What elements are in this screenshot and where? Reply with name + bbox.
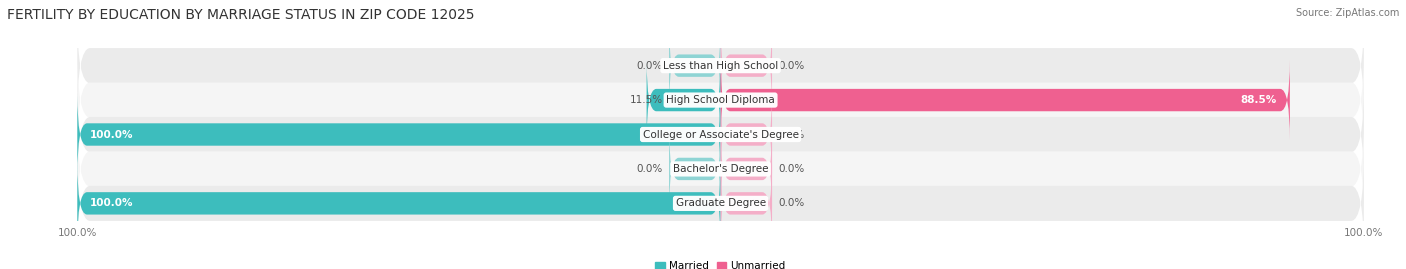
FancyBboxPatch shape xyxy=(77,14,1364,117)
FancyBboxPatch shape xyxy=(721,94,772,175)
Text: 11.5%: 11.5% xyxy=(630,95,662,105)
Text: 88.5%: 88.5% xyxy=(1240,95,1277,105)
Text: 0.0%: 0.0% xyxy=(637,61,662,71)
FancyBboxPatch shape xyxy=(647,60,721,140)
Text: 0.0%: 0.0% xyxy=(779,164,804,174)
FancyBboxPatch shape xyxy=(77,152,1364,255)
Text: Less than High School: Less than High School xyxy=(664,61,778,71)
Legend: Married, Unmarried: Married, Unmarried xyxy=(651,257,790,269)
FancyBboxPatch shape xyxy=(77,49,1364,151)
Text: Graduate Degree: Graduate Degree xyxy=(675,198,766,208)
FancyBboxPatch shape xyxy=(721,25,772,106)
FancyBboxPatch shape xyxy=(669,25,721,106)
Text: Bachelor's Degree: Bachelor's Degree xyxy=(673,164,768,174)
Text: 100.0%: 100.0% xyxy=(90,198,134,208)
FancyBboxPatch shape xyxy=(77,94,721,175)
Text: High School Diploma: High School Diploma xyxy=(666,95,775,105)
Text: College or Associate's Degree: College or Associate's Degree xyxy=(643,129,799,140)
FancyBboxPatch shape xyxy=(721,60,1289,140)
Text: 0.0%: 0.0% xyxy=(637,164,662,174)
Text: 100.0%: 100.0% xyxy=(90,129,134,140)
FancyBboxPatch shape xyxy=(77,118,1364,220)
FancyBboxPatch shape xyxy=(721,163,772,244)
Text: FERTILITY BY EDUCATION BY MARRIAGE STATUS IN ZIP CODE 12025: FERTILITY BY EDUCATION BY MARRIAGE STATU… xyxy=(7,8,475,22)
Text: 0.0%: 0.0% xyxy=(779,61,804,71)
FancyBboxPatch shape xyxy=(77,83,1364,186)
Text: 0.0%: 0.0% xyxy=(779,198,804,208)
Text: Source: ZipAtlas.com: Source: ZipAtlas.com xyxy=(1295,8,1399,18)
Text: 0.0%: 0.0% xyxy=(779,129,804,140)
FancyBboxPatch shape xyxy=(77,163,721,244)
FancyBboxPatch shape xyxy=(669,129,721,209)
FancyBboxPatch shape xyxy=(721,129,772,209)
